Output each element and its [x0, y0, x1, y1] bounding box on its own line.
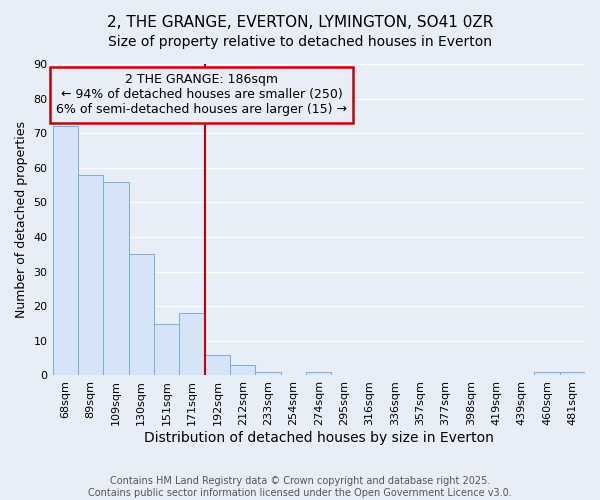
Text: 2, THE GRANGE, EVERTON, LYMINGTON, SO41 0ZR: 2, THE GRANGE, EVERTON, LYMINGTON, SO41 …	[107, 15, 493, 30]
Text: Size of property relative to detached houses in Everton: Size of property relative to detached ho…	[108, 35, 492, 49]
Bar	[230, 365, 256, 376]
X-axis label: Distribution of detached houses by size in Everton: Distribution of detached houses by size …	[144, 431, 494, 445]
Text: 2 THE GRANGE: 186sqm
← 94% of detached houses are smaller (250)
6% of semi-detac: 2 THE GRANGE: 186sqm ← 94% of detached h…	[56, 74, 347, 116]
Bar	[560, 372, 585, 376]
Y-axis label: Number of detached properties: Number of detached properties	[15, 121, 28, 318]
Bar	[306, 372, 331, 376]
Bar	[256, 372, 281, 376]
Bar	[78, 174, 103, 376]
Bar	[179, 313, 205, 376]
Bar	[205, 354, 230, 376]
Bar	[534, 372, 560, 376]
Bar	[53, 126, 78, 376]
Bar	[128, 254, 154, 376]
Text: Contains HM Land Registry data © Crown copyright and database right 2025.
Contai: Contains HM Land Registry data © Crown c…	[88, 476, 512, 498]
Bar	[154, 324, 179, 376]
Bar	[103, 182, 128, 376]
